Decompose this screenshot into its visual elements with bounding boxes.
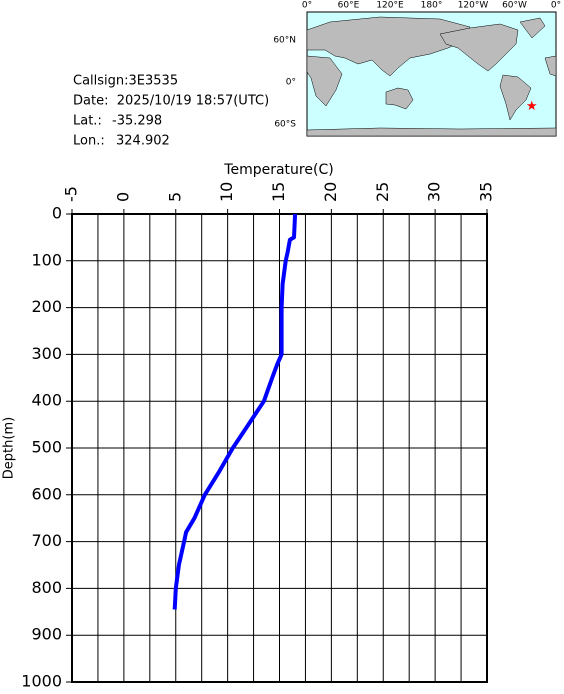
lat-value: -35.298 bbox=[112, 114, 162, 129]
y-tick-label: 0 bbox=[52, 204, 62, 223]
map-lon-label: 120°E bbox=[376, 1, 404, 11]
map-lon-label: 180° bbox=[421, 1, 443, 11]
y-tick-label: 900 bbox=[31, 625, 62, 644]
y-tick-label: 500 bbox=[31, 438, 62, 457]
map-lon-label: 60°E bbox=[338, 1, 360, 11]
map-marker: ★ bbox=[526, 99, 538, 114]
africa bbox=[306, 55, 343, 107]
x-tick-label: 25 bbox=[373, 182, 392, 202]
y-tick-label: 200 bbox=[31, 297, 62, 316]
x-tick-label: 0 bbox=[113, 192, 132, 202]
y-tick-label: 100 bbox=[31, 250, 62, 269]
lon-label: Lon.: bbox=[73, 134, 105, 149]
y-tick-label: 1000 bbox=[21, 672, 62, 691]
info: Callsign:3E3535 Date: 2025/10/19 18:57(U… bbox=[73, 74, 269, 149]
y-tick-label: 400 bbox=[31, 391, 62, 410]
x-tick-label: 20 bbox=[321, 182, 340, 202]
plot-frame bbox=[71, 213, 488, 683]
x-tick-label: 10 bbox=[217, 182, 236, 202]
australia bbox=[385, 87, 414, 110]
x-tick-label: 15 bbox=[269, 182, 288, 202]
y-tick-label: 600 bbox=[31, 484, 62, 503]
callsign: Callsign:3E3535 bbox=[73, 74, 178, 89]
x-axis-title: Temperature(C) bbox=[223, 162, 333, 178]
greenland bbox=[519, 17, 546, 39]
map-lat-label: 60°S bbox=[274, 120, 296, 130]
x-tick-label: 5 bbox=[165, 192, 184, 202]
map-lat-label: 60°N bbox=[273, 36, 296, 46]
antarctica bbox=[306, 127, 557, 137]
south-america bbox=[499, 74, 532, 121]
world-map: 0° 60°E 120°E 180° 120°W 60°W 0° 60°N 0° 60°S ★ bbox=[273, 1, 561, 137]
north-america bbox=[439, 23, 519, 72]
eurasia bbox=[306, 16, 471, 77]
date: Date: 2025/10/19 18:57(UTC) bbox=[73, 94, 269, 109]
profile-line bbox=[172, 213, 298, 610]
map-lon-label: 120°W bbox=[458, 1, 489, 11]
map-lon-label: 0° bbox=[302, 1, 312, 11]
y-tick-label: 800 bbox=[31, 578, 62, 597]
africa-west bbox=[544, 55, 557, 77]
lon-value: 324.902 bbox=[116, 134, 170, 149]
x-tick-label: -5 bbox=[62, 186, 81, 202]
map-lon-label: 0° bbox=[551, 1, 561, 11]
lat-label: Lat.: bbox=[73, 114, 102, 129]
y-tick-label: 300 bbox=[31, 344, 62, 363]
y-tick-label: 700 bbox=[31, 531, 62, 550]
map-lat-label: 0° bbox=[286, 78, 296, 88]
x-tick-label: 35 bbox=[477, 182, 496, 202]
x-tick-label: 30 bbox=[425, 182, 444, 202]
y-axis-title: Depth(m) bbox=[2, 417, 17, 479]
map-lon-label: 60°W bbox=[502, 1, 527, 11]
